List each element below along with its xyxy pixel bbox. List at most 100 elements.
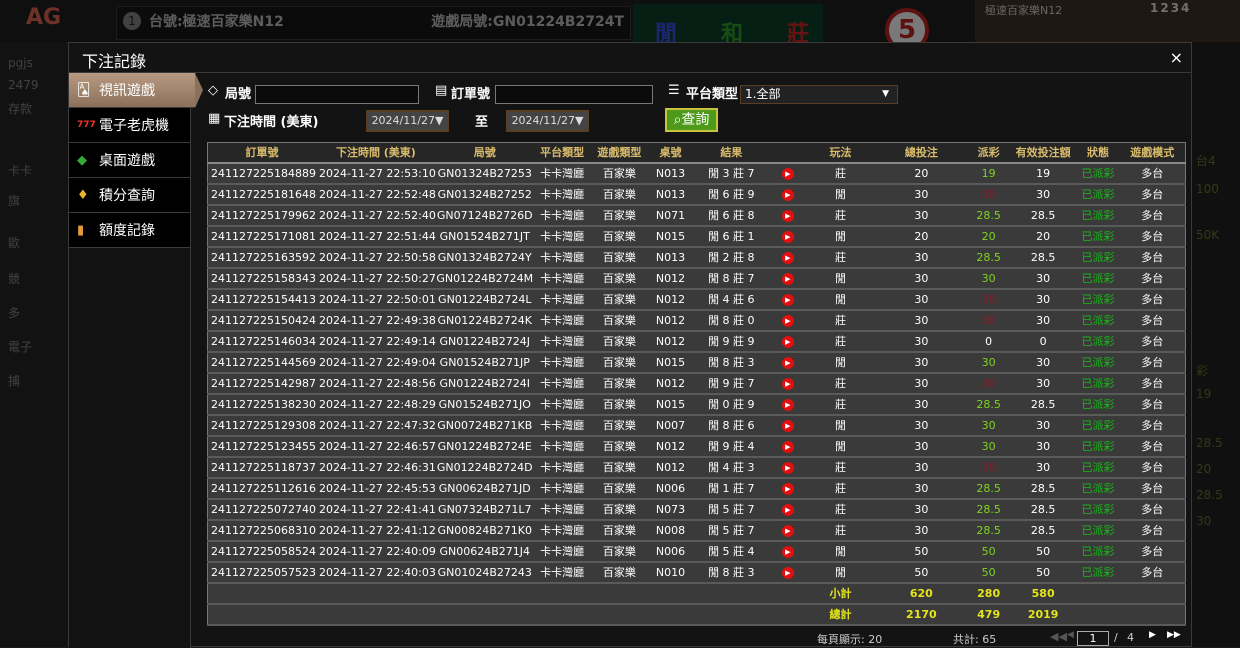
- video-play-icon[interactable]: ▶: [781, 210, 794, 222]
- video-play-icon[interactable]: ▶: [781, 168, 794, 180]
- column-header: 派彩: [967, 142, 1010, 164]
- total-bet: 30: [875, 351, 968, 374]
- order-no: 241127225158343: [207, 267, 316, 290]
- video-play-icon[interactable]: ▶: [781, 504, 794, 516]
- video-play-icon[interactable]: ▶: [781, 189, 794, 201]
- bet-banker[interactable]: 莊: [787, 22, 810, 47]
- result: 閒 8 莊 7: [692, 267, 770, 290]
- video-play-icon[interactable]: ▶: [781, 399, 794, 411]
- panel-item: 20: [1196, 462, 1212, 476]
- table-no: N013: [648, 183, 693, 206]
- result: 閒 9 莊 9: [692, 330, 770, 353]
- bet-player[interactable]: 閒: [655, 22, 678, 47]
- platform-select[interactable]: 1.全部 ▼: [740, 85, 898, 104]
- video-play-icon[interactable]: ▶: [781, 336, 794, 348]
- payout: 20: [967, 225, 1010, 248]
- sidebar-item-live-games[interactable]: 🂡 視訊遊戲: [69, 73, 203, 108]
- video-play-icon[interactable]: ▶: [781, 378, 794, 390]
- valid-bet: 20: [1009, 225, 1077, 248]
- valid-bet: 28.5: [1009, 204, 1077, 227]
- table-no: N008: [648, 519, 693, 542]
- date-to[interactable]: 2024/11/27▼: [506, 110, 589, 132]
- next-page-icon[interactable]: ▶: [1149, 630, 1156, 640]
- round-no: GN01224B2724I: [435, 372, 534, 395]
- time-label: 下注時間 (美東): [224, 115, 319, 130]
- video-play-icon[interactable]: ▶: [781, 252, 794, 264]
- road-digits: 1234: [1150, 1, 1192, 15]
- video-play-icon[interactable]: ▶: [781, 294, 794, 306]
- sidebar-item-credit-records[interactable]: ▮ 額度記錄: [69, 213, 190, 248]
- game-mode: 多台: [1119, 498, 1186, 521]
- result: 閒 8 莊 3: [692, 561, 770, 584]
- status: 已派彩: [1076, 204, 1120, 227]
- play-type: 莊: [805, 204, 876, 227]
- play-type: 莊: [805, 477, 876, 500]
- platform: 卡卡灣廳: [533, 309, 591, 332]
- result: 閒 8 莊 0: [692, 309, 770, 332]
- column-header: 有效投注額: [1009, 142, 1077, 164]
- video-play-icon[interactable]: ▶: [781, 525, 794, 537]
- per-page: 每頁顯示: 20: [817, 633, 883, 646]
- video-play-icon[interactable]: ▶: [781, 357, 794, 369]
- status: 已派彩: [1076, 393, 1120, 416]
- game-type: 百家樂: [590, 435, 649, 458]
- video-play-icon[interactable]: ▶: [781, 462, 794, 474]
- round-no: GN07324B271L7: [435, 498, 534, 521]
- status: 已派彩: [1076, 456, 1120, 479]
- game-mode: 多台: [1119, 351, 1186, 374]
- order-no: 241127225163592: [207, 246, 316, 269]
- sidebar-item-slots[interactable]: 777 電子老虎機: [69, 108, 190, 143]
- sidebar-item-table-games[interactable]: ◆ 桌面遊戲: [69, 143, 190, 178]
- prev-page-icon[interactable]: ◀: [1067, 630, 1074, 640]
- video-replay-cell: ▶: [769, 414, 806, 437]
- video-replay-cell: ▶: [769, 267, 806, 290]
- total-bet: 50: [875, 540, 968, 563]
- video-play-icon[interactable]: ▶: [781, 567, 794, 579]
- video-play-icon[interactable]: ▶: [781, 441, 794, 453]
- bet-tie[interactable]: 和: [721, 22, 744, 47]
- game-mode: 多台: [1119, 456, 1186, 479]
- round-no: GN00724B271KB: [435, 414, 534, 437]
- video-play-icon[interactable]: ▶: [781, 546, 794, 558]
- total-bet: 30: [875, 372, 968, 395]
- order-no: 241127225129308: [207, 414, 316, 437]
- first-page-icon[interactable]: ◀◀: [1050, 630, 1067, 643]
- platform: 卡卡灣廳: [533, 498, 591, 521]
- video-play-icon[interactable]: ▶: [781, 231, 794, 243]
- video-play-icon[interactable]: ▶: [781, 420, 794, 432]
- page-input[interactable]: 1: [1077, 631, 1109, 646]
- panel-item: 彩: [1196, 364, 1209, 378]
- table-no: N012: [648, 330, 693, 353]
- order-input[interactable]: [495, 85, 653, 104]
- play-type: 閒: [805, 225, 876, 248]
- panel-item: 100: [1196, 182, 1219, 196]
- total-bet: 30: [875, 204, 968, 227]
- close-icon[interactable]: ×: [1169, 48, 1183, 67]
- valid-bet: 28.5: [1009, 477, 1077, 500]
- video-play-icon[interactable]: ▶: [781, 273, 794, 285]
- payout: 30: [967, 183, 1010, 206]
- column-header: 遊戲類型: [590, 142, 649, 164]
- play-type: 閒: [805, 540, 876, 563]
- game-mode: 多台: [1119, 246, 1186, 269]
- last-page-icon[interactable]: ▶▶: [1167, 630, 1181, 640]
- order-no: 241127225123455: [207, 435, 316, 458]
- video-play-icon[interactable]: ▶: [781, 315, 794, 327]
- status: 已派彩: [1076, 351, 1120, 374]
- payout: 28.5: [967, 204, 1010, 227]
- valid-bet: 0: [1009, 330, 1077, 353]
- total-bet: 30: [875, 435, 968, 458]
- order-no: 241127225112616: [207, 477, 316, 500]
- summary-cell: [207, 582, 316, 605]
- summary-cell: [590, 582, 649, 605]
- payout: 19: [967, 162, 1010, 185]
- video-play-icon[interactable]: ▶: [781, 483, 794, 495]
- sidebar-item-points[interactable]: ♦ 積分查詢: [69, 178, 190, 213]
- play-type: 閒: [805, 183, 876, 206]
- video-replay-cell: ▶: [769, 162, 806, 185]
- date-from[interactable]: 2024/11/27▼: [366, 110, 449, 132]
- query-button[interactable]: ⌕查詢: [665, 108, 718, 132]
- round-input[interactable]: [255, 85, 419, 104]
- bet-time: 2024-11-27 22:40:09: [315, 540, 436, 563]
- table-name: 台號:極速百家樂N12: [149, 14, 284, 30]
